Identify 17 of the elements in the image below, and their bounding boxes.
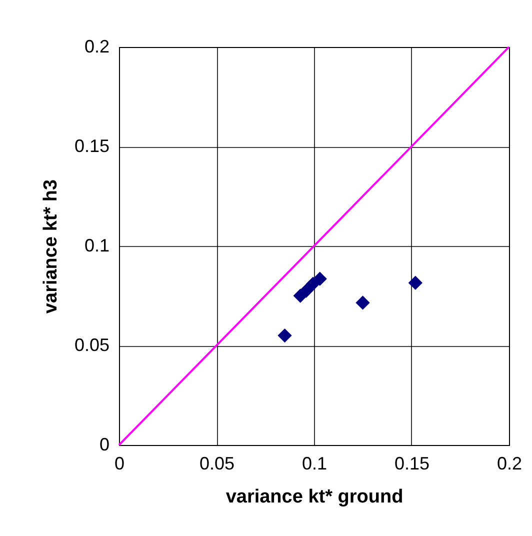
point <box>299 284 314 298</box>
x-tick-label: 0 <box>114 454 125 474</box>
y-tick-label: 0.05 <box>74 335 110 355</box>
y-tick-label: 0.2 <box>84 36 110 56</box>
x-tick-label: 0.1 <box>302 454 328 474</box>
x-tick-label: 0.05 <box>199 454 235 474</box>
point <box>408 276 422 290</box>
point <box>356 296 370 310</box>
x-tick-label: 0.15 <box>394 454 430 474</box>
y-tick-label: 0 <box>99 434 110 454</box>
point <box>278 328 292 343</box>
x-axis-title: variance kt* ground <box>226 486 404 508</box>
x-tick-label: 0.2 <box>496 454 522 474</box>
point <box>312 272 327 286</box>
y-tick-label: 0.15 <box>74 136 110 156</box>
y-axis-title: variance kt* h3 <box>40 179 62 314</box>
y-tick-label: 0.1 <box>84 236 110 256</box>
